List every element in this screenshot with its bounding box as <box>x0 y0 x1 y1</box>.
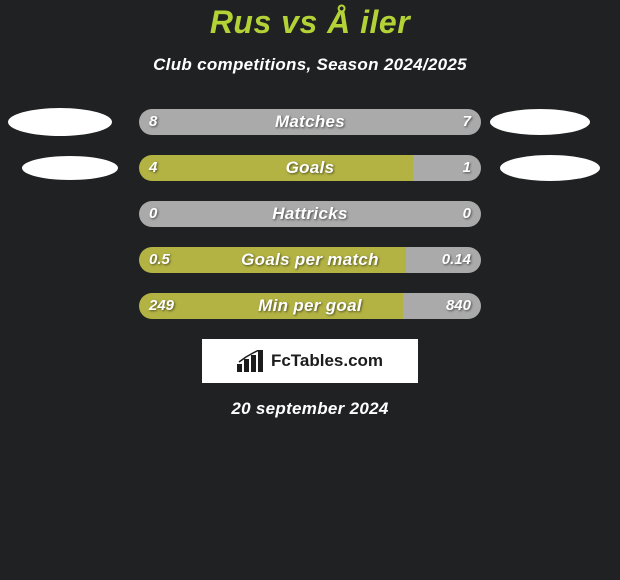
stat-row: Goals per match0.50.14 <box>0 247 620 273</box>
bar-track <box>139 247 481 273</box>
bar-left <box>139 293 403 319</box>
bar-left <box>139 109 321 135</box>
logo-text: FcTables.com <box>271 351 383 371</box>
stat-row: Goals41 <box>0 155 620 181</box>
logo: FcTables.com <box>237 350 383 372</box>
bar-track <box>139 155 481 181</box>
stat-row: Matches87 <box>0 109 620 135</box>
bar-right <box>406 247 481 273</box>
comparison-infographic: Rus vs Å iler Club competitions, Season … <box>0 0 620 419</box>
stat-row: Min per goal249840 <box>0 293 620 319</box>
stats-chart: Matches87 Goals41 Hattricks00 Goals per mat… <box>0 109 620 319</box>
logo-box: FcTables.com <box>202 339 418 383</box>
bars-icon <box>237 350 265 372</box>
bar-left <box>139 155 413 181</box>
bar-right <box>321 109 481 135</box>
date-label: 20 september 2024 <box>0 399 620 419</box>
title-player2: Å iler <box>327 4 410 40</box>
title-vs: vs <box>281 4 318 40</box>
bar-track <box>139 201 481 227</box>
bar-track <box>139 293 481 319</box>
subtitle: Club competitions, Season 2024/2025 <box>0 55 620 75</box>
bar-left <box>139 201 310 227</box>
page-title: Rus vs Å iler <box>0 4 620 41</box>
bar-track <box>139 109 481 135</box>
stat-row: Hattricks00 <box>0 201 620 227</box>
bar-right <box>403 293 481 319</box>
bar-right <box>413 155 481 181</box>
title-player1: Rus <box>210 4 272 40</box>
bar-right <box>310 201 481 227</box>
bar-left <box>139 247 406 273</box>
